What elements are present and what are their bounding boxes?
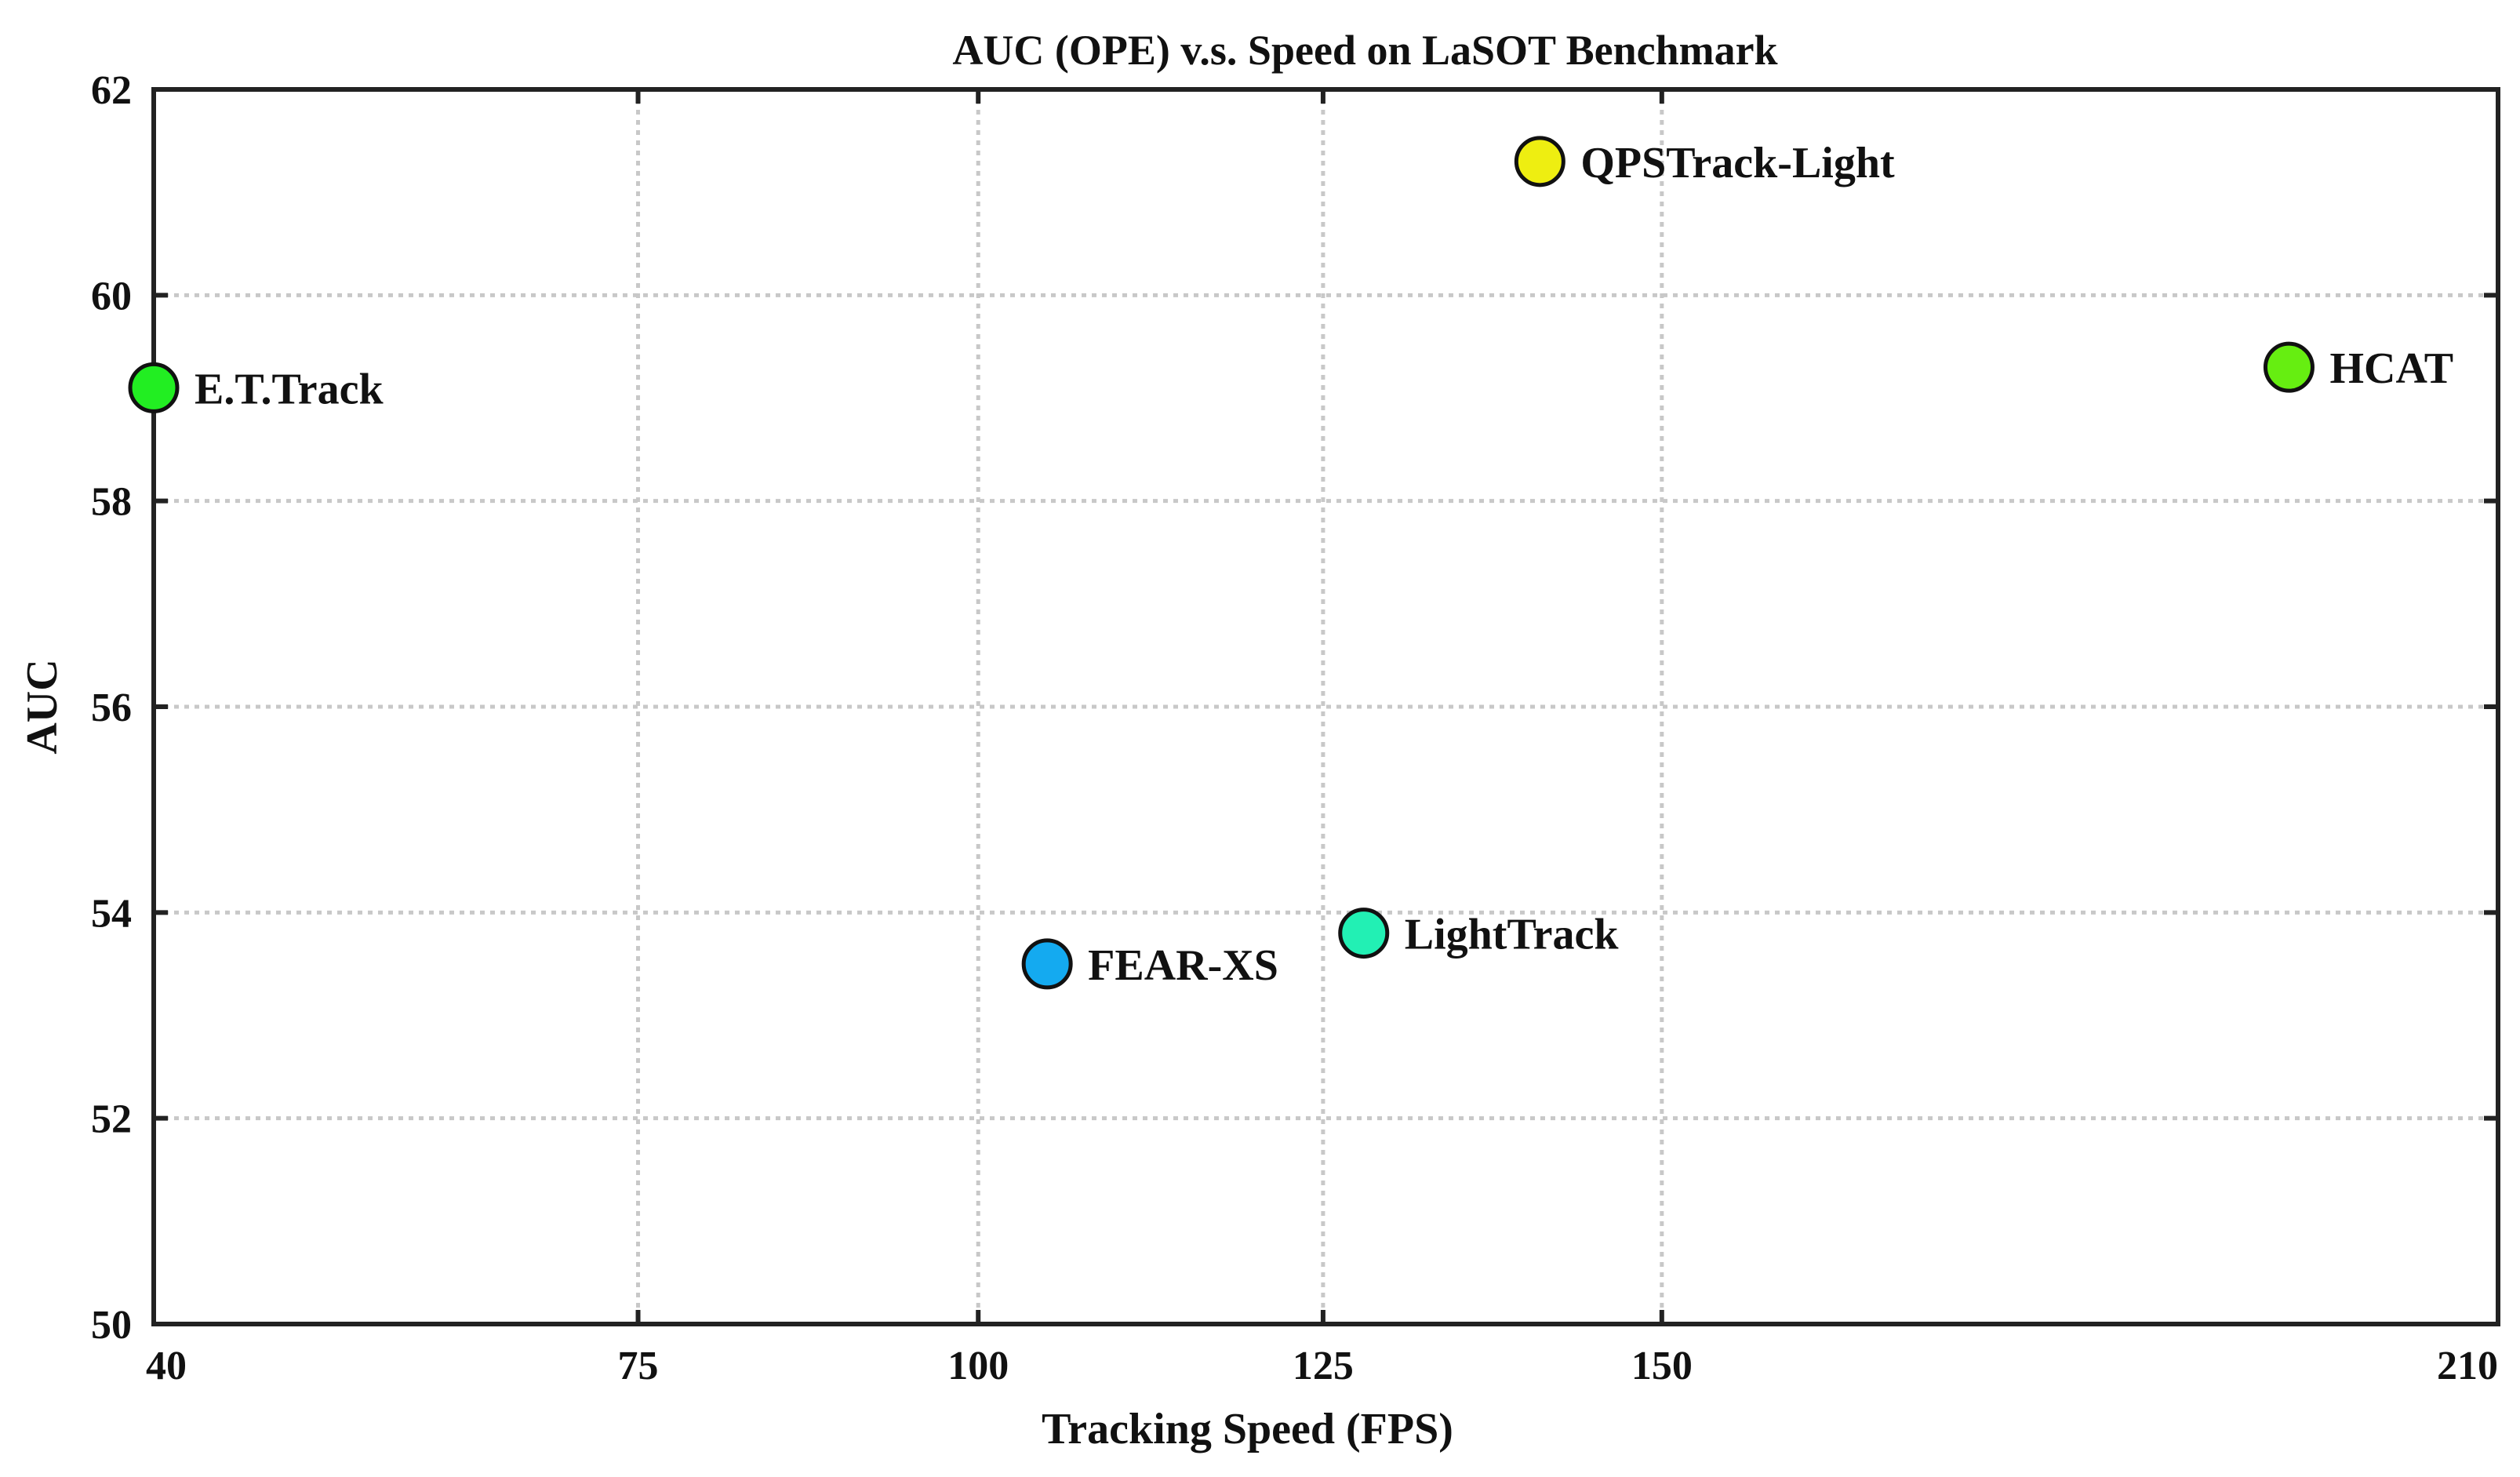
x-tick-label: 210	[2437, 1344, 2498, 1388]
data-point-label: HCAT	[2329, 344, 2453, 393]
y-tick-label: 54	[91, 891, 132, 936]
y-tick-label: 60	[91, 274, 132, 318]
data-point-label: E.T.Track	[195, 365, 384, 413]
data-point-label: LightTrack	[1405, 911, 1620, 959]
y-axis-label: AUC	[18, 659, 67, 754]
data-point-group: E.T.Track	[128, 362, 384, 413]
data-point	[1514, 136, 1565, 187]
data-point-label: FEAR-XS	[1088, 941, 1278, 990]
data-point-group: LightTrack	[1338, 908, 1620, 959]
data-point	[2263, 341, 2315, 393]
data-point	[1338, 908, 1390, 959]
y-tick-label: 62	[91, 68, 132, 113]
grid-layer	[154, 89, 2498, 1324]
x-tick-label: 40	[146, 1344, 187, 1388]
chart-title: AUC (OPE) v.s. Speed on LaSOT Benchmark	[952, 27, 1777, 74]
data-point	[128, 362, 180, 413]
y-tick-label: 58	[91, 480, 132, 525]
x-axis-label: Tracking Speed (FPS)	[1042, 1405, 1453, 1453]
x-tick-label: 75	[618, 1344, 659, 1388]
data-point	[1021, 938, 1073, 990]
y-tick-label: 56	[91, 686, 132, 730]
data-point-group: QPSTrack-Light	[1514, 136, 1895, 187]
x-tick-label: 125	[1293, 1344, 1354, 1388]
y-tick-label: 50	[91, 1303, 132, 1348]
data-point-group: FEAR-XS	[1021, 938, 1278, 990]
tick-layer: 40 75 100 125 150 210 50 52 54 56 58 60 62	[91, 68, 2500, 1388]
x-tick-label: 100	[947, 1344, 1009, 1388]
x-tick-label: 150	[1631, 1344, 1693, 1388]
data-point-label: QPSTrack-Light	[1580, 139, 1895, 187]
data-point-group: HCAT	[2263, 341, 2453, 393]
y-tick-label: 52	[91, 1097, 132, 1142]
point-layer: E.T.Track FEAR-XS LightTrack QPSTrack-Light…	[128, 136, 2453, 990]
